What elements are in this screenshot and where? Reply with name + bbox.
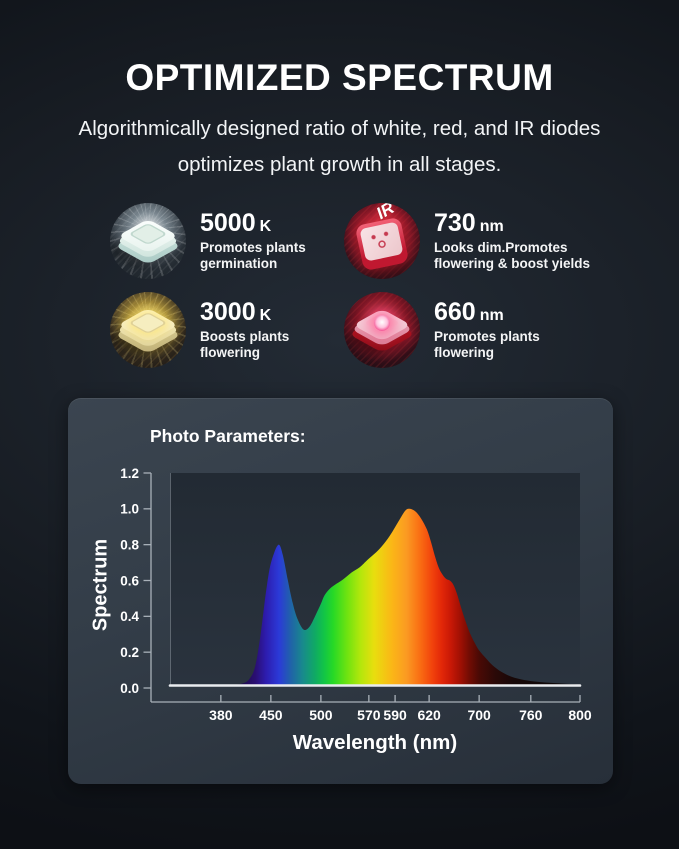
subtitle-line-1: Algorithmically designed ratio of white,… [78,117,601,140]
feature-value: 3000 K [200,297,272,326]
feature-660nm: 660 nm Promotes plants flowering [344,291,602,368]
feature-text: 660 nm Promotes plants flowering [434,299,540,361]
ir-led-chip-icon: IR [344,202,420,279]
spectrum-chart: 1.2 1.0 0.8 0.6 0.4 0.2 0.0 380 450 500 570 590 620 7… [120,466,592,723]
feature-text: 730 nm Looks dim.Promotes flowering & boos… [434,210,590,272]
x-tick-label: 380 [209,707,233,723]
y-tick-label: 1.0 [120,502,139,517]
red-led-chip-icon [344,291,420,368]
x-tick-label: 500 [309,707,333,723]
subtitle-line-2: optimizes plant growth in all stages. [177,153,502,176]
feature-5000k: 5000 K Promotes plants germination [110,202,344,279]
x-tick-label: 570 [357,707,381,723]
feature-3000k: 3000 K Boosts plants flowering [110,291,344,368]
feature-desc-line1: Looks dim.Promotes [434,239,568,255]
feature-text: 3000 K Boosts plants flowering [200,299,289,361]
y-tick-label: 0.8 [120,537,139,552]
x-axis-label: Wavelength (nm) [292,731,458,754]
y-axis-label: Spectrum [89,538,112,632]
x-tick-label: 760 [519,707,543,723]
feature-value: 5000 K [200,208,272,237]
feature-value: 660 nm [434,297,504,326]
feature-unit: K [259,306,272,324]
feature-desc-line1: Promotes plants [200,239,306,255]
feature-unit: nm [479,306,504,324]
feature-value: 730 nm [434,208,504,237]
chart-panel: 1.2 1.0 0.8 0.6 0.4 0.2 0.0 380 450 500 570 590 620 7… [68,398,613,784]
feature-unit: K [259,217,272,235]
feature-desc-line2: flowering & boost yields [434,255,591,271]
features-grid: 5000 K Promotes plants germination IR 730 n… [110,196,602,374]
y-tick-label: 0.4 [120,609,139,624]
led-core-glow [374,315,390,332]
x-tick-label: 590 [383,707,407,723]
y-tick-label: 0.0 [120,681,139,696]
feature-desc-line1: Boosts plants [200,328,290,344]
feature-text: 5000 K Promotes plants germination [200,210,306,272]
feature-desc-line2: flowering [434,344,494,360]
spectrum-area [206,508,580,686]
page-title: OPTIMIZED SPECTRUM [125,57,554,98]
feature-unit: nm [479,217,504,235]
y-tick-label: 0.6 [120,573,139,588]
x-tick-label: 800 [568,707,592,723]
feature-730nm: IR 730 nm Looks dim.Promotes flowering & b… [344,202,602,279]
chart-title: Photo Parameters: [150,426,306,446]
x-tick-label: 700 [467,707,491,723]
y-tick-label: 0.2 [120,645,139,660]
feature-desc-line1: Promotes plants [434,328,540,344]
header: OPTIMIZED SPECTRUM Algorithmically desig… [0,0,679,183]
x-tick-label: 450 [259,707,283,723]
feature-desc-line2: flowering [200,344,260,360]
white-led-chip-icon [110,202,186,279]
y-tick-label: 1.2 [120,466,139,481]
feature-desc-line2: germination [200,255,278,271]
x-tick-label: 620 [417,707,441,723]
page-subtitle: Algorithmically designed ratio of white,… [0,111,679,183]
warm-led-chip-icon [110,291,186,368]
